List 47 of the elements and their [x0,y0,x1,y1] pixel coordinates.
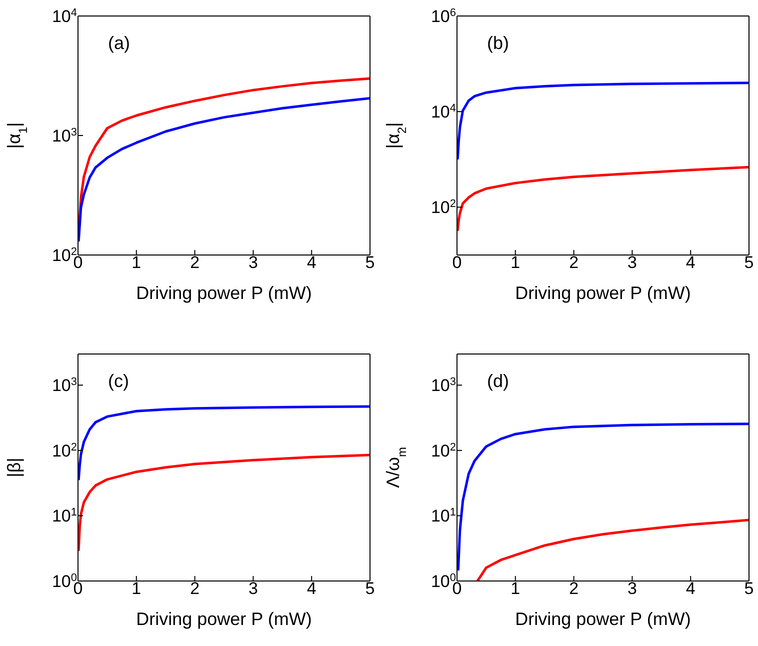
x-tick-label: 1 [132,253,142,272]
line-series [78,454,370,552]
line-series [457,82,749,161]
x-tick-label: 1 [510,579,520,598]
x-tick-label: 3 [627,253,637,272]
x-tick-label: 3 [248,579,258,598]
x-axis-title: Driving power P (mW) [515,283,691,303]
y-axis-title: |β| [4,458,24,478]
x-axis-title: Driving power P (mW) [136,283,312,303]
x-tick-label: 4 [686,253,696,272]
y-tick-label: 10$^{4}$ [430,102,456,122]
x-tick-label: 2 [569,579,579,598]
line-series [78,405,370,482]
annotation: (c) [108,371,129,392]
y-tick-label: 10$^{2}$ [52,441,77,460]
annotation: (a) [108,33,130,54]
x-axis-title: Driving power P (mW) [136,609,312,629]
x-tick-label: 2 [190,253,200,272]
y-tick-label: 10$^{3}$ [52,126,77,146]
y-tick-label: 10$^{3}$ [52,376,77,396]
x-tick-label: 0 [452,253,462,272]
y-tick-label: 10$^{3}$ [430,376,456,396]
x-tick-label: 4 [306,253,316,272]
x-tick-label: 1 [132,579,142,598]
line-series [476,518,749,581]
x-tick-label: 4 [686,579,696,598]
x-tick-label: 5 [365,579,375,598]
y-tick-label: 10$^{6}$ [430,7,456,26]
line-series [457,166,749,232]
x-tick-label: 5 [744,253,754,272]
annotation: (b) [487,33,509,54]
x-tick-label: 3 [627,579,637,598]
y-tick-label: 10$^{1}$ [430,506,456,526]
y-tick-label: 10$^{1}$ [52,506,77,526]
y-tick-label: 10$^{4}$ [52,7,77,26]
y-tick-label: 10$^{2}$ [430,198,456,218]
x-tick-label: 2 [569,253,579,272]
x-tick-label: 3 [248,253,258,272]
x-tick-label: 2 [190,579,200,598]
y-tick-label: 10$^{2}$ [430,441,456,460]
annotation: (d) [487,371,509,392]
line-series [457,422,749,572]
x-axis-title: Driving power P (mW) [515,609,691,629]
x-tick-label: 5 [365,253,375,272]
x-tick-label: 1 [510,253,520,272]
x-tick-label: 5 [744,579,754,598]
x-tick-label: 4 [306,579,316,598]
